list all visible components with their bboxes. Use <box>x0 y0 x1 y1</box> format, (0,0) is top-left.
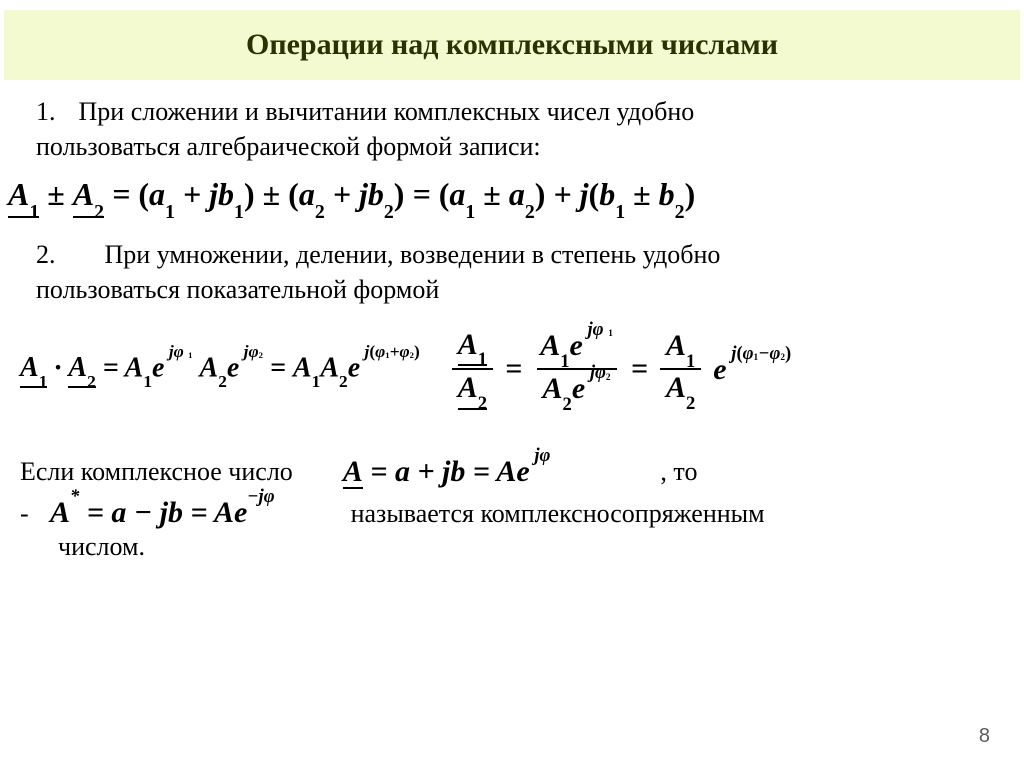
section-1-line1: При сложении и вычитании комплексных чис… <box>79 97 695 126</box>
equals-2: = <box>631 352 648 386</box>
section-1-line2: пользоваться алгебраической формой запис… <box>36 132 541 161</box>
section-2: 2. При умножении, делении, возведении в … <box>0 223 1024 311</box>
equals-1: = <box>505 352 522 386</box>
frac-2-den: A2e jφ2 <box>537 368 617 410</box>
section-2-line1: При умножении, делении, возведении в сте… <box>105 240 721 269</box>
slide-title: Операции над комплексными числами <box>4 10 1020 80</box>
equation-multiply: A1 · A2 = A1e jφ 1 A2e jφ2 = A1A2e j(φ1+… <box>20 351 420 388</box>
frac-1: A1 A2 <box>452 329 493 410</box>
frac-3: A1 A2 <box>660 330 701 409</box>
dash: - <box>20 499 32 529</box>
page-number: 8 <box>979 725 990 748</box>
equation-add-sub: A1 ± A2 = (a1 + jb1) ± (a2 + jb2) = (a1 … <box>0 168 1024 222</box>
if-math: A = a + jb = Ae jφ <box>343 454 551 489</box>
line-last: числом. <box>0 530 1024 562</box>
slide-container: Операции над комплексными числами 1. При… <box>0 0 1024 768</box>
equation-divide: A1 A2 = A1e jφ 1 A2e jφ2 = A1 A2 e j(φ1−… <box>448 329 791 410</box>
section-1: 1. При сложении и вычитании комплексных … <box>0 80 1024 168</box>
section-2-line2: пользоваться показательной формой <box>36 275 439 304</box>
line-if-complex: Если комплексное число A = a + jb = Ae j… <box>0 414 1024 489</box>
frac-1-num: A1 <box>452 329 493 369</box>
frac-3-num: A1 <box>660 330 701 369</box>
if-prefix: Если комплексное число <box>20 457 293 487</box>
line-conjugate: - A* = a − jb = Ae−jφ называется комплек… <box>0 489 1024 530</box>
if-suffix: , то <box>660 457 697 487</box>
conj-math: A* = a − jb = Ae−jφ <box>50 495 275 530</box>
frac-2: A1e jφ 1 A2e jφ2 <box>534 329 619 410</box>
section-2-num: 2. <box>36 237 72 272</box>
section-1-num: 1. <box>36 94 72 129</box>
equation-mul-div-row: A1 · A2 = A1e jφ 1 A2e jφ2 = A1A2e j(φ1+… <box>0 311 1024 414</box>
divide-tail: e j(φ1−φ2) <box>713 352 791 387</box>
frac-3-den: A2 <box>660 368 701 409</box>
frac-1-den: A2 <box>452 368 493 410</box>
conj-text: называется комплексносопряженным <box>351 499 765 529</box>
